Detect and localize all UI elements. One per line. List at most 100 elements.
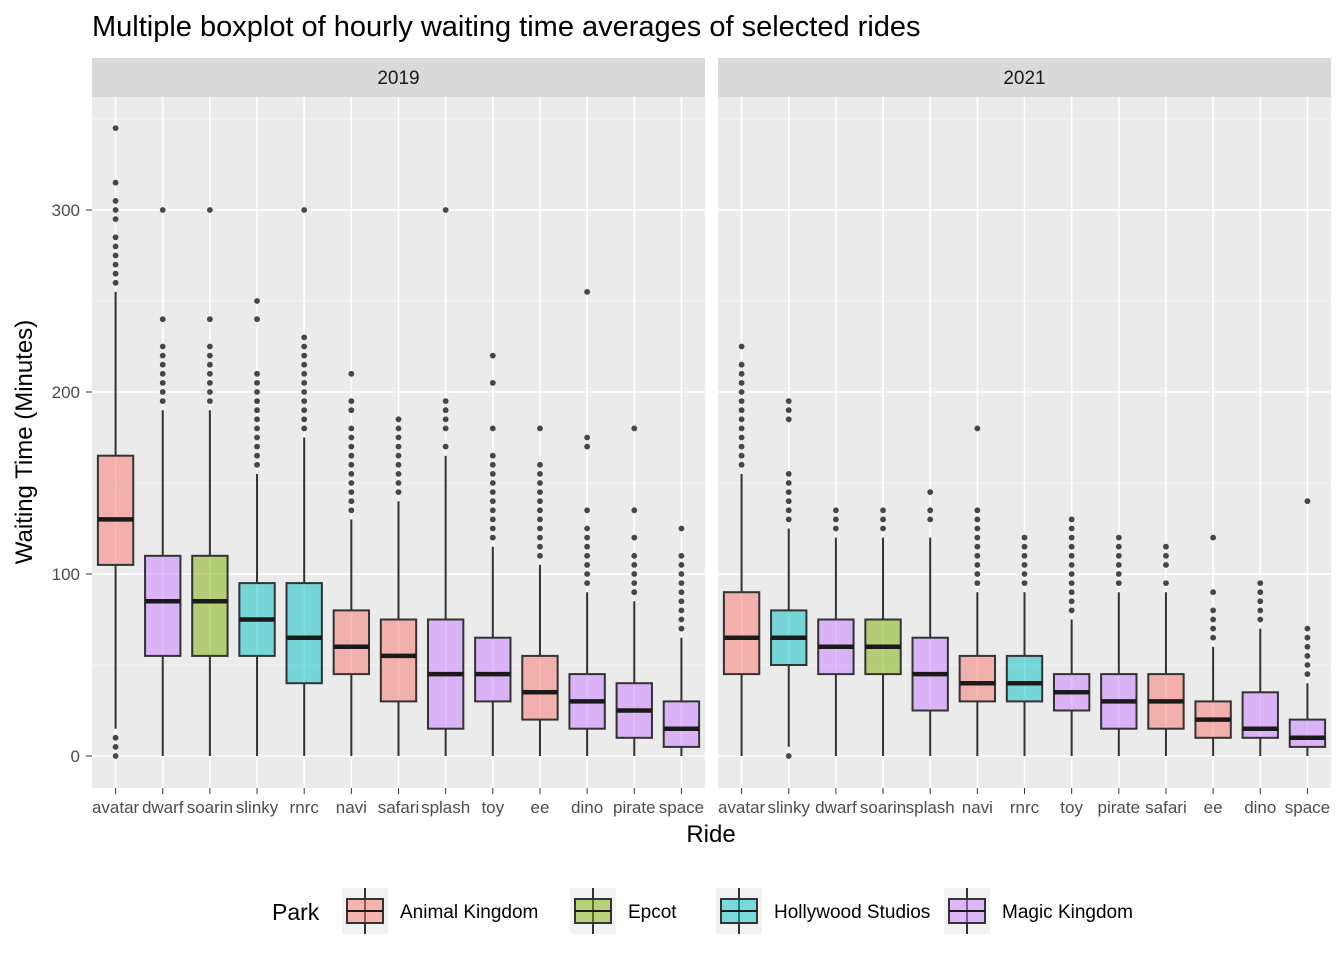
x-tick-label: splash <box>906 798 955 817</box>
x-tick-label: rnrc <box>1010 798 1040 817</box>
facet-label: 2019 <box>377 68 419 89</box>
outlier-point <box>927 489 934 495</box>
outlier-point <box>785 498 792 505</box>
y-tick-label: 0 <box>71 747 80 766</box>
outlier-point <box>631 534 638 541</box>
outlier-point <box>395 471 402 477</box>
outlier-point <box>489 525 496 532</box>
outlier-point <box>1021 580 1028 586</box>
outlier-point <box>738 443 745 450</box>
legend-label: Hollywood Studios <box>774 902 930 923</box>
outlier-point <box>159 389 166 395</box>
outlier-point <box>442 416 449 423</box>
outlier-point <box>785 516 792 523</box>
box-ee <box>1194 534 1232 756</box>
outlier-point <box>584 543 591 550</box>
outlier-point <box>301 343 308 350</box>
panel-2021: 2021 avatar slinky dwarf soarin splash navi rnr… <box>718 58 1331 817</box>
outlier-point <box>678 598 685 605</box>
outlier-point <box>1068 598 1075 605</box>
outlier-point <box>738 361 745 368</box>
outlier-point <box>395 452 402 459</box>
outlier-point <box>301 398 308 404</box>
outlier-point <box>678 552 685 559</box>
outlier-point <box>584 534 591 541</box>
legend-title: Park <box>272 899 320 925</box>
outlier-point <box>254 461 260 468</box>
outlier-point <box>489 352 496 359</box>
outlier-point <box>159 316 166 323</box>
facet-label: 2021 <box>1003 68 1045 89</box>
outlier-point <box>348 452 355 459</box>
outlier-point <box>1163 543 1169 550</box>
outlier-point <box>1115 571 1122 577</box>
outlier-point <box>1115 580 1122 586</box>
outlier-point <box>159 370 166 377</box>
outlier-point <box>584 443 591 450</box>
outlier-point <box>738 452 745 459</box>
box-rnrc <box>1005 534 1044 756</box>
box-body <box>1005 654 1044 703</box>
outlier-point <box>738 389 745 395</box>
outlier-point <box>537 507 543 514</box>
outlier-point <box>678 607 685 614</box>
outlier-point <box>678 625 685 632</box>
outlier-point <box>738 425 745 432</box>
box-body <box>332 609 371 676</box>
outlier-point <box>1210 625 1217 632</box>
outlier-point <box>301 416 308 423</box>
outlier-point <box>395 416 402 423</box>
outlier-point <box>584 580 591 586</box>
outlier-point <box>1068 543 1075 550</box>
outlier-point <box>974 552 981 559</box>
outlier-point <box>159 343 166 350</box>
outlier-point <box>785 471 792 477</box>
x-tick-label: toy <box>1060 798 1083 817</box>
outlier-point <box>537 461 543 468</box>
outlier-point <box>785 398 792 404</box>
outlier-point <box>1115 534 1122 541</box>
box-body <box>1241 691 1279 739</box>
box-safari <box>379 416 418 756</box>
outlier-point <box>1257 580 1264 586</box>
outlier-point <box>254 434 260 441</box>
x-tick-label: soarin <box>860 798 906 817</box>
outlier-point <box>348 434 355 441</box>
outlier-point <box>974 580 981 586</box>
outlier-point <box>395 434 402 441</box>
x-tick-label: toy <box>481 798 504 817</box>
outlier-point <box>112 198 119 204</box>
box-body <box>285 582 323 685</box>
x-tick-label: dino <box>571 798 603 817</box>
box-space <box>662 525 701 756</box>
outlier-point <box>880 516 886 523</box>
box-pirate <box>1100 534 1138 756</box>
outlier-point <box>489 461 496 468</box>
outlier-point <box>1068 571 1075 577</box>
outlier-point <box>348 507 355 514</box>
outlier-point <box>159 361 166 368</box>
outlier-point <box>537 543 543 550</box>
outlier-point <box>584 289 591 295</box>
box-dwarf <box>144 207 182 756</box>
outlier-point <box>537 471 543 477</box>
legend: Park Animal Kingdom Epcot Hollywood Studio… <box>272 888 1133 934</box>
box-space <box>1288 498 1327 756</box>
box-body <box>474 636 512 703</box>
outlier-point <box>112 270 119 277</box>
outlier-point <box>301 361 308 368</box>
outlier-point <box>1115 543 1122 550</box>
outlier-point <box>395 480 402 486</box>
outlier-point <box>112 744 119 750</box>
outlier-point <box>159 207 166 213</box>
outlier-point <box>1257 607 1264 614</box>
outlier-point <box>442 443 449 450</box>
outlier-point <box>738 461 745 468</box>
outlier-point <box>974 525 981 532</box>
box-dino <box>1241 580 1279 756</box>
x-tick-label: pirate <box>1098 798 1141 817</box>
x-tick-label: soarin <box>187 798 233 817</box>
outlier-point <box>974 571 981 577</box>
outlier-point <box>206 316 213 323</box>
outlier-point <box>1304 634 1311 641</box>
